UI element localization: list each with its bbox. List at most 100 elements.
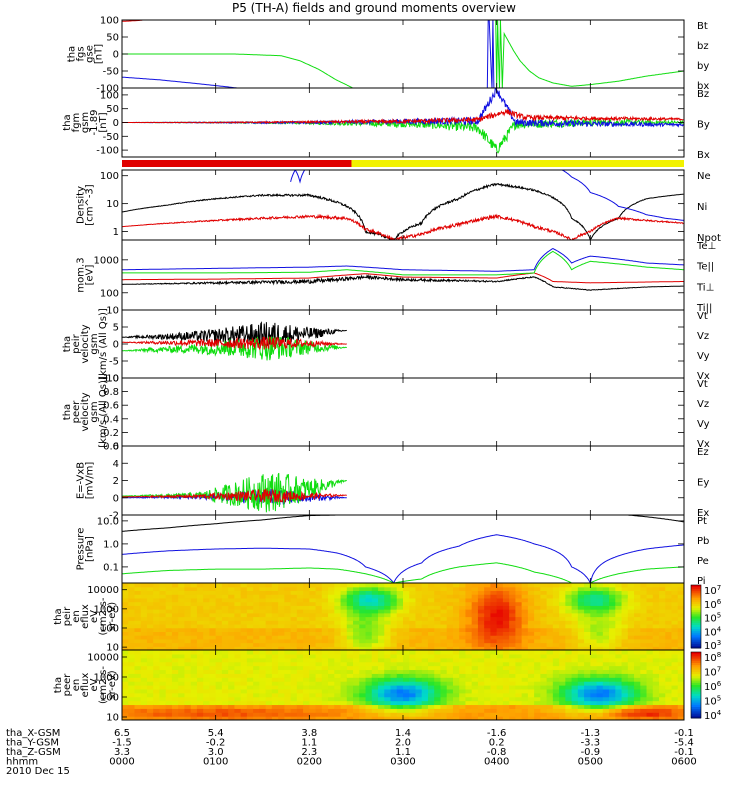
heatmap-cell: [353, 712, 360, 717]
heatmap-cell: [634, 653, 641, 659]
heatmap-cell: [221, 586, 229, 592]
heatmap-cell: [365, 597, 373, 603]
heatmap-cell: [652, 635, 660, 640]
heatmap-cell: [490, 601, 498, 606]
footer-value: 0000: [109, 757, 134, 768]
heatmap-cell: [178, 681, 186, 686]
heatmap-cell: [409, 594, 417, 599]
heatmap-cell: [259, 650, 267, 655]
heatmap-cell: [415, 704, 423, 709]
legend-entry: Vt: [697, 379, 708, 390]
heatmap-cell: [378, 696, 385, 702]
heatmap-cell: [190, 712, 198, 717]
heatmap-cell: [590, 692, 598, 698]
heatmap-cell: [390, 677, 398, 682]
heatmap-cell: [490, 590, 498, 595]
heatmap-cell: [577, 665, 585, 671]
heatmap-cell: [515, 631, 523, 636]
heatmap-cell: [271, 631, 279, 636]
heatmap-cell: [440, 692, 448, 698]
heatmap-cell: [571, 685, 579, 690]
heatmap-cell: [621, 601, 629, 606]
heatmap-cell: [421, 716, 429, 720]
heatmap-cell: [371, 620, 379, 625]
heatmap-cell: [577, 597, 585, 603]
heatmap-cell: [340, 635, 348, 640]
colorbar-cell: [691, 711, 701, 715]
heatmap-cell: [440, 681, 448, 686]
heatmap-cell: [321, 635, 329, 640]
legend-entry: Ez: [697, 447, 709, 458]
heatmap-cell: [153, 612, 161, 618]
ytick-label: 1.0: [103, 374, 119, 385]
heatmap-cell: [371, 597, 379, 603]
heatmap-cell: [446, 685, 454, 690]
heatmap-cell: [502, 609, 510, 614]
heatmap-cell: [515, 661, 523, 667]
heatmap-cell: [527, 597, 535, 603]
heatmap-cell: [284, 586, 292, 592]
heatmap-cell: [527, 616, 535, 621]
heatmap-cell: [290, 692, 298, 698]
heatmap-cell: [571, 590, 579, 595]
heatmap-cell: [627, 590, 635, 595]
heatmap-cell: [403, 692, 410, 698]
heatmap-cell: [159, 677, 167, 682]
heatmap-cell: [490, 605, 498, 610]
heatmap-cell: [621, 681, 629, 686]
heatmap-cell: [571, 669, 579, 674]
heatmap-cell: [215, 597, 223, 603]
heatmap-cell: [378, 642, 385, 647]
heatmap-cell: [677, 612, 684, 618]
heatmap-cell: [321, 692, 329, 698]
heatmap-cell: [515, 712, 523, 717]
heatmap-cell: [396, 616, 404, 621]
heatmap-cell: [240, 612, 248, 618]
heatmap-cell: [146, 653, 154, 659]
heatmap-cell: [521, 590, 529, 595]
ytick-label: -2: [109, 511, 119, 522]
heatmap-cell: [365, 646, 373, 650]
heatmap-cell: [309, 605, 317, 610]
heatmap-cell: [296, 583, 304, 588]
heatmap-cell: [159, 692, 167, 698]
heatmap-cell: [165, 712, 173, 717]
heatmap-cell: [203, 594, 211, 599]
heatmap-cell: [609, 594, 616, 599]
heatmap-cell: [590, 650, 598, 655]
heatmap-cell: [334, 657, 342, 663]
ytick-label: 0: [113, 493, 119, 504]
ylabel-line: fgs: [76, 46, 87, 61]
heatmap-cell: [140, 597, 148, 603]
heatmap-cell: [396, 583, 404, 588]
heatmap-cell: [253, 597, 260, 603]
ylabel-line: -1.89: [89, 110, 100, 136]
heatmap-cell: [465, 646, 473, 650]
heatmap-cell: [240, 601, 248, 606]
heatmap-cell: [209, 657, 217, 663]
heatmap-cell: [440, 586, 448, 592]
heatmap-cell: [378, 692, 385, 698]
heatmap-cell: [552, 597, 560, 603]
heatmap-cell: [477, 657, 485, 663]
heatmap-cell: [496, 594, 504, 599]
heatmap-cell: [459, 605, 467, 610]
heatmap-cell: [365, 673, 373, 678]
heatmap-cell: [403, 712, 410, 717]
heatmap-cell: [446, 681, 454, 686]
footer-value: 1.1: [395, 747, 411, 758]
heatmap-cell: [284, 612, 292, 618]
footer-value: 2.3: [301, 747, 317, 758]
heatmap-cell: [140, 594, 148, 599]
heatmap-cell: [502, 631, 510, 636]
heatmap-cell: [122, 708, 129, 713]
heatmap-cell: [546, 712, 554, 717]
heatmap-cell: [421, 631, 429, 636]
heatmap-cell: [677, 642, 684, 647]
heatmap-cell: [371, 688, 379, 694]
heatmap-cell: [390, 601, 398, 606]
heatmap-cell: [452, 692, 460, 698]
heatmap-cell: [353, 612, 360, 618]
heatmap-cell: [434, 704, 442, 709]
heatmap-cell: [240, 708, 248, 713]
